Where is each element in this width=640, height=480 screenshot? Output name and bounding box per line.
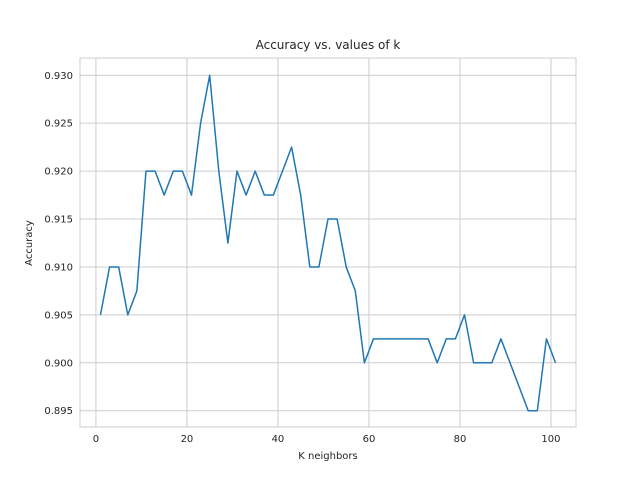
y-tick-label: 0.895	[44, 406, 73, 417]
y-tick-label: 0.910	[44, 262, 73, 273]
y-tick-label: 0.900	[44, 358, 73, 369]
accuracy-series-line	[99, 74, 557, 412]
y-tick-label: 0.930	[44, 71, 73, 82]
y-tick-label: 0.925	[44, 119, 73, 130]
x-axis-label: K neighbors	[298, 451, 357, 462]
x-tick-label: 40	[272, 434, 285, 445]
y-tick-label: 0.915	[44, 215, 73, 226]
x-tick-label: 0	[93, 434, 99, 445]
tick-labels: 0 20 40 60 80 100 0.895 0.900 0.905 0.910 0.915 0.9…	[44, 71, 560, 445]
x-tick-label: 80	[454, 434, 467, 445]
x-tick-label: 60	[363, 434, 376, 445]
y-tick-label: 0.920	[44, 167, 73, 178]
plot-frame	[79, 57, 577, 428]
chart-title: Accuracy vs. values of k	[256, 38, 401, 52]
y-axis-label: Accuracy	[24, 220, 35, 266]
series-layer	[99, 74, 557, 412]
x-tick-label: 100	[541, 434, 560, 445]
x-tick-label: 20	[181, 434, 194, 445]
y-tick-label: 0.905	[44, 310, 73, 321]
